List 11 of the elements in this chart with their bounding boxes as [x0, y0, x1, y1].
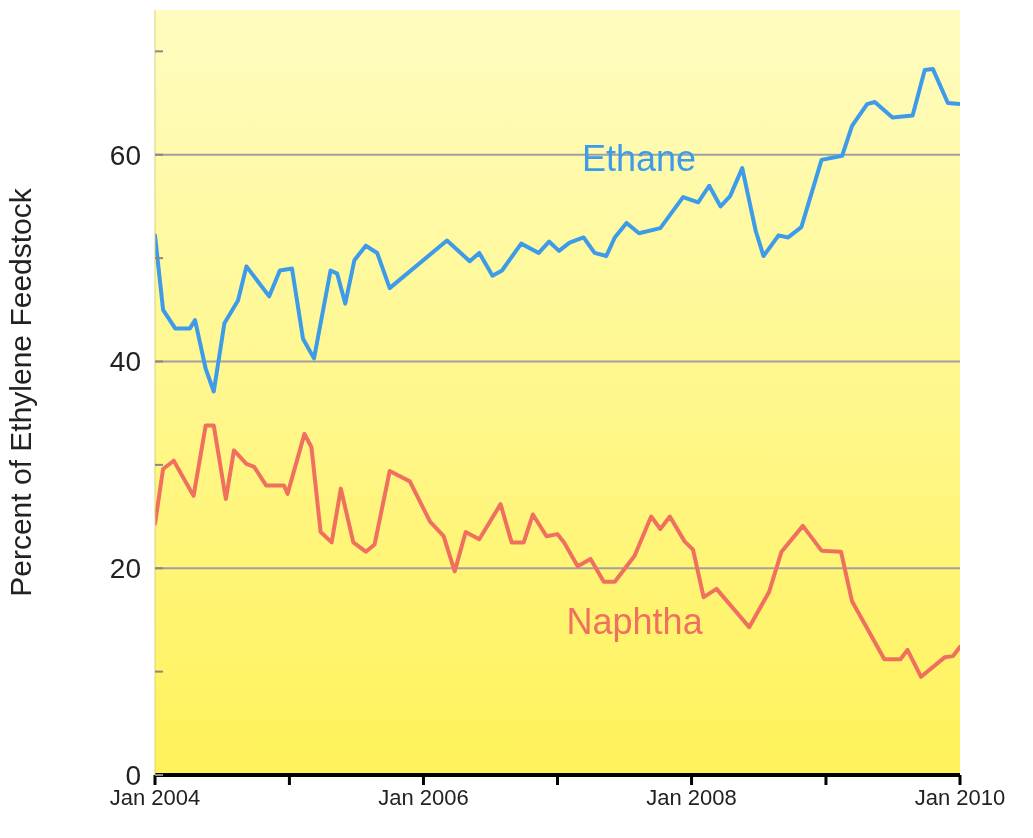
y-tick-label: 20 — [109, 553, 141, 585]
x-tick-label: Jan 2010 — [914, 784, 1006, 810]
series-label: Naphtha — [565, 600, 704, 643]
line-series — [155, 423, 960, 679]
x-tick-label: Jan 2006 — [378, 784, 469, 810]
x-tick-label: Jan 2008 — [646, 784, 737, 810]
line-series — [155, 66, 960, 394]
series-label: Ethane — [580, 138, 698, 181]
y-tick-label: 40 — [109, 346, 141, 378]
y-axis-title: Percent of Ethylene Feedstock — [3, 187, 37, 597]
y-tick-label: 60 — [109, 139, 141, 171]
